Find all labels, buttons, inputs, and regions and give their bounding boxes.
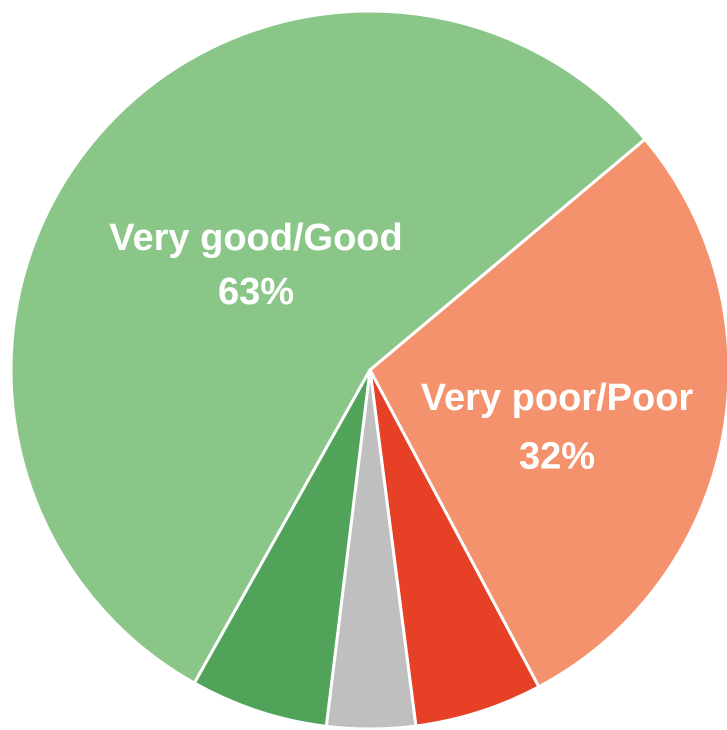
label-very-good-good: Very good/Good	[109, 217, 402, 259]
pie-labels: Very good/Good 63% Very poor/Poor 32%	[109, 217, 693, 477]
pie-slices	[9, 9, 727, 730]
slice-very-good-good	[9, 9, 647, 685]
value-very-poor-poor: 32%	[519, 435, 595, 477]
value-very-good-good: 63%	[218, 271, 294, 313]
slice-red	[368, 368, 541, 728]
label-very-poor-poor: Very poor/Poor	[421, 377, 694, 419]
slice-very-poor-poor	[368, 137, 727, 689]
slice-dark-green	[192, 368, 372, 728]
